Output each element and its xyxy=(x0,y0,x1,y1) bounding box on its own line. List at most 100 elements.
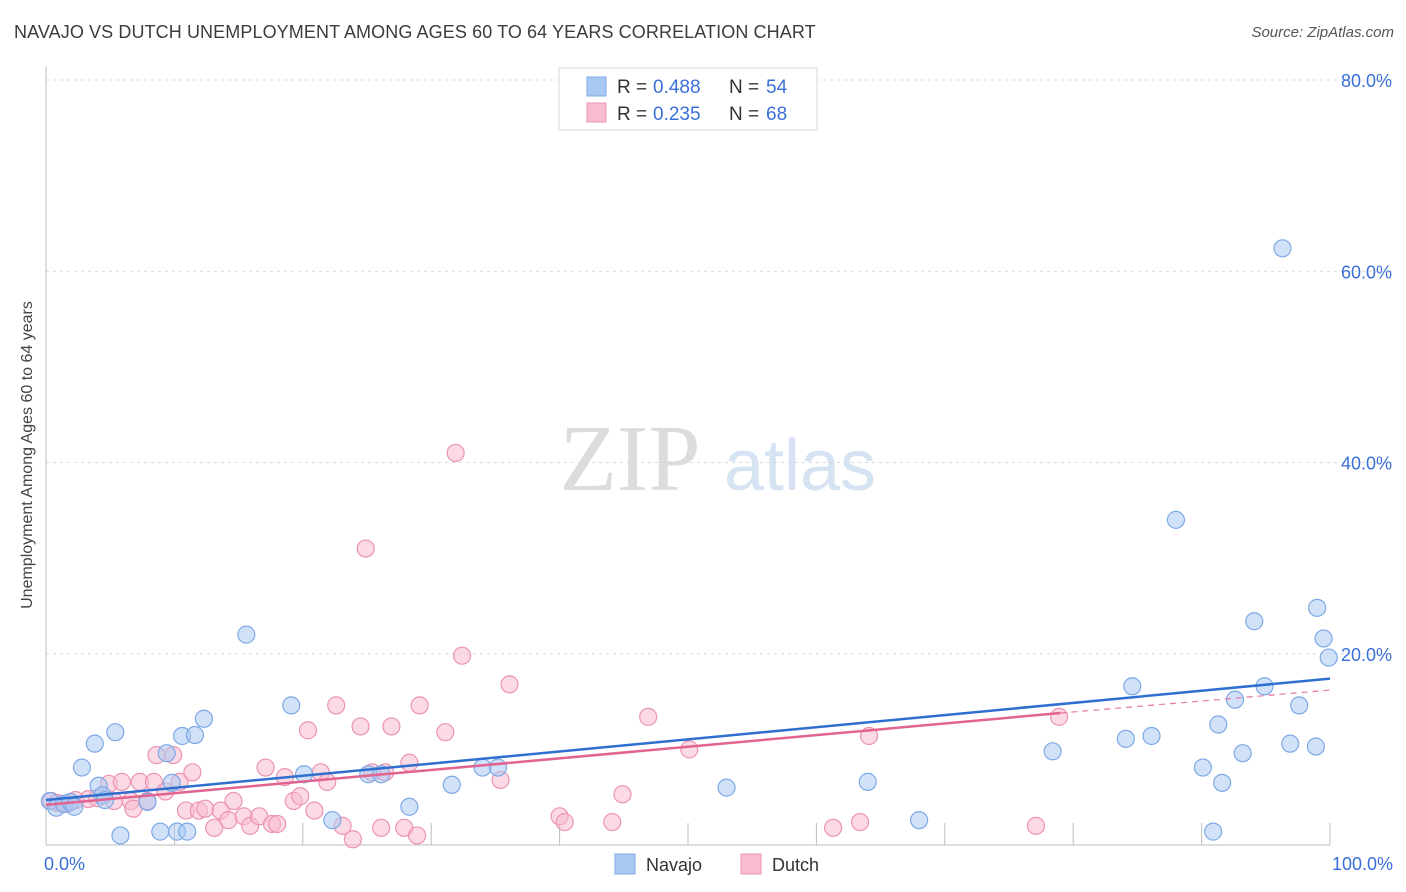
navajo-point xyxy=(1314,629,1333,648)
navajo-point xyxy=(1193,758,1212,777)
navajo-point xyxy=(1123,677,1142,696)
dutch-n-label: N = xyxy=(729,104,759,125)
y-tick-label: 80.0% xyxy=(1341,71,1392,91)
navajo-point xyxy=(1209,715,1228,734)
dutch-point xyxy=(823,818,843,837)
x-tick-label: 100.0% xyxy=(1332,854,1393,874)
navajo-point xyxy=(138,792,157,812)
dutch-point xyxy=(500,675,519,694)
navajo-point xyxy=(442,775,461,794)
dutch-legend-swatch xyxy=(586,102,607,123)
x-tick-label: 0.0% xyxy=(44,854,85,874)
navajo-point xyxy=(1233,744,1252,763)
navajo-point xyxy=(85,734,104,753)
stats-legend: R = 0.488 N = 54 R = 0.235 N = 68 xyxy=(558,67,818,131)
navajo-point xyxy=(111,826,130,845)
dutch-point xyxy=(446,443,465,463)
dutch-point xyxy=(351,717,370,736)
navajo-point xyxy=(1306,737,1325,756)
dutch-point xyxy=(112,772,131,791)
dutch-point xyxy=(603,812,622,832)
navajo-point xyxy=(194,709,214,728)
dutch-point xyxy=(400,753,419,772)
dutch-point xyxy=(555,812,574,832)
navajo-point xyxy=(106,723,125,742)
navajo-point xyxy=(473,758,492,777)
dutch-point xyxy=(196,799,215,818)
dutch-points xyxy=(42,443,1069,849)
navajo-point xyxy=(1116,729,1135,748)
navajo-point xyxy=(323,811,342,830)
dutch-point xyxy=(850,812,870,832)
navajo-point xyxy=(1319,648,1338,667)
navajo-point xyxy=(1213,773,1232,792)
navajo-point xyxy=(858,772,877,791)
navajo-point xyxy=(1204,822,1223,841)
dutch-point xyxy=(343,830,362,849)
y-tick-label: 60.0% xyxy=(1341,262,1392,282)
navajo-n-label: N = xyxy=(729,77,759,98)
navajo-point xyxy=(1281,734,1300,753)
navajo-legend-swatch xyxy=(586,76,607,97)
navajo-point xyxy=(1273,239,1292,258)
dutch-point xyxy=(183,763,202,782)
navajo-point xyxy=(1290,696,1309,715)
dutch-point xyxy=(372,818,391,837)
dutch-point xyxy=(1026,816,1046,835)
navajo-point xyxy=(717,778,736,797)
tick-labels: 20.0% 40.0% 60.0% 80.0% 0.0% 100.0% xyxy=(44,71,1393,874)
dutch-point xyxy=(639,707,658,726)
gridlines xyxy=(46,79,1392,655)
y-tick-label: 40.0% xyxy=(1341,454,1392,474)
navajo-point xyxy=(488,758,508,777)
dutch-trend-extension xyxy=(1060,689,1331,714)
dutch-point xyxy=(356,539,375,558)
navajo-point xyxy=(1308,598,1327,617)
navajo-point xyxy=(157,744,176,763)
navajo-point xyxy=(400,797,419,816)
navajo-point xyxy=(151,822,170,841)
dutch-point xyxy=(436,723,455,742)
navajo-point xyxy=(72,758,92,777)
dutch-legend-label: Dutch xyxy=(772,855,819,875)
navajo-r-label: R = xyxy=(617,77,647,98)
dutch-point xyxy=(256,758,275,777)
navajo-point xyxy=(1245,612,1264,631)
dutch-point xyxy=(327,696,346,715)
navajo-point xyxy=(237,625,256,644)
navajo-point xyxy=(1166,510,1186,529)
dutch-point xyxy=(1049,707,1069,726)
dutch-point xyxy=(305,801,324,820)
dutch-point xyxy=(613,785,632,804)
dutch-point xyxy=(318,772,337,791)
navajo-legend-label: Navajo xyxy=(646,855,702,875)
navajo-point xyxy=(185,725,205,745)
navajo-r-value: 0.488 xyxy=(653,77,701,98)
dutch-point xyxy=(680,740,699,759)
watermark-zip: ZIP xyxy=(560,407,701,511)
dutch-point xyxy=(291,787,310,806)
navajo-point xyxy=(910,811,929,830)
dutch-point xyxy=(410,696,429,715)
navajo-trend-line xyxy=(45,677,1331,802)
navajo-point xyxy=(282,696,301,715)
dutch-r-value: 0.235 xyxy=(653,104,701,125)
dutch-point xyxy=(382,717,401,736)
dutch-n-value: 68 xyxy=(766,104,787,125)
dutch-r-label: R = xyxy=(617,104,647,125)
chart-title: NAVAJO VS DUTCH UNEMPLOYMENT AMONG AGES … xyxy=(14,22,816,42)
dutch-point xyxy=(219,811,238,830)
navajo-n-value: 54 xyxy=(766,77,788,98)
navajo-point xyxy=(178,822,197,841)
navajo-bottom-swatch xyxy=(614,853,636,875)
dutch-point xyxy=(298,721,318,740)
dutch-point xyxy=(205,818,224,837)
navajo-point xyxy=(1225,690,1245,709)
dutch-point xyxy=(268,814,287,834)
watermark-atlas: atlas xyxy=(724,426,876,506)
bottom-legend: Navajo Dutch xyxy=(614,853,819,875)
navajo-point xyxy=(1142,726,1161,746)
y-tick-label: 20.0% xyxy=(1341,645,1392,665)
dutch-point xyxy=(224,791,243,811)
